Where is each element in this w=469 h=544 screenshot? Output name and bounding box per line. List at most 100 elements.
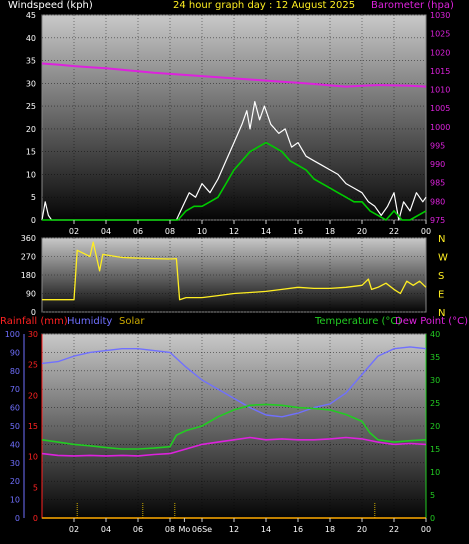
windspeed-tick-label: 40: [26, 34, 36, 43]
humidity-tick-label: 30: [10, 459, 20, 468]
compass-label: E: [438, 290, 444, 301]
windspeed-tick-label: 15: [26, 148, 36, 157]
humidity-tick-label: 50: [10, 422, 20, 431]
barometer-tick-label: 1020: [430, 48, 450, 57]
temp-panel-x-tick-label: 16: [293, 525, 303, 534]
barometer-tick-label: 985: [430, 179, 445, 188]
wind-gust-line: [41, 101, 427, 221]
wind-panel-x-tick-label: 14: [261, 227, 271, 236]
humidity-tick-label: 80: [10, 367, 20, 376]
rainfall-tick-label: 30: [28, 330, 38, 339]
compass-label: S: [438, 271, 444, 282]
wind-speed-line: [42, 141, 427, 221]
temperature-tick-label: 35: [430, 353, 440, 362]
direction-tick-label: 270: [21, 253, 36, 262]
barometer-axis-title: Barometer (hpa): [371, 0, 454, 11]
solar-label: Solar: [119, 316, 145, 327]
barometer-tick-label: 1015: [430, 67, 450, 76]
compass-label: N: [438, 308, 445, 319]
wind-panel-x-tick-label: 22: [389, 227, 399, 236]
temp-panel-x-tick-label: 02: [69, 525, 79, 534]
humidity-tick-label: 20: [10, 477, 20, 486]
rainfall-tick-label: 10: [28, 453, 38, 462]
humidity-tick-label: 70: [10, 385, 20, 394]
graph-title: 24 hour graph day : 12 August 2025: [173, 0, 356, 11]
temp-panel-x-tick-label: 08: [165, 525, 175, 534]
compass-label: W: [438, 253, 448, 264]
temp-panel-x-tick-label: 04: [101, 525, 111, 534]
windspeed-tick-label: 35: [26, 57, 36, 66]
wind-panel-x-tick-label: 18: [325, 227, 335, 236]
temp-panel-x-tick-label: 12: [229, 525, 239, 534]
temperature-tick-label: 20: [430, 422, 440, 431]
barometer-tick-label: 995: [430, 141, 445, 150]
windspeed-tick-label: 20: [26, 125, 36, 134]
temperature-tick-label: 5: [430, 491, 435, 500]
rainfall-axis-title: Rainfall (mm): [0, 316, 68, 327]
windspeed-tick-label: 30: [26, 79, 36, 88]
windspeed-tick-label: 25: [26, 102, 36, 111]
temperature-tick-label: 15: [430, 445, 440, 454]
windspeed-tick-label: 0: [31, 216, 36, 225]
wind-panel-x-tick-label: 10: [197, 227, 207, 236]
wind-panel-x-tick-label: 16: [293, 227, 303, 236]
windspeed-tick-label: 45: [26, 11, 36, 20]
direction-tick-label: 0: [31, 308, 36, 317]
humidity-tick-label: 90: [10, 348, 20, 357]
temperature-tick-label: 10: [430, 468, 440, 477]
wind-panel-x-tick-label: 12: [229, 227, 239, 236]
barometer-line: [41, 62, 427, 88]
temp-panel-x-tick-label: Mo: [179, 525, 191, 534]
rainfall-tick-label: 0: [33, 514, 38, 523]
barometer-tick-label: 1000: [430, 123, 450, 132]
barometer-tick-label: 1005: [430, 104, 450, 113]
windspeed-axis-title: Windspeed (kph): [8, 0, 93, 11]
rainfall-tick-label: 25: [28, 361, 38, 370]
wind-panel-x-tick-label: 06: [133, 227, 143, 236]
wind-panel-x-tick-label: 20: [357, 227, 367, 236]
barometer-tick-label: 975: [430, 216, 445, 225]
wind-panel-x-tick-label: 00: [421, 227, 431, 236]
temp-panel-x-tick-label: 18: [325, 525, 335, 534]
wind-direction-line: [42, 241, 427, 301]
temp-panel-x-tick-label: 22: [389, 525, 399, 534]
temp-panel-x-tick-label: 20: [357, 525, 367, 534]
temperature-tick-label: 40: [430, 330, 440, 339]
rainfall-tick-label: 5: [33, 483, 38, 492]
humidity-tick-label: 0: [15, 514, 20, 523]
barometer-tick-label: 990: [430, 160, 445, 169]
temperature-tick-label: 0: [430, 514, 435, 523]
temp-panel-x-tick-label: 06: [133, 525, 143, 534]
temperature-tick-label: 25: [430, 399, 440, 408]
windspeed-tick-label: 5: [31, 193, 36, 202]
temp-panel-x-tick-label: 00: [421, 525, 431, 534]
direction-tick-label: 360: [21, 234, 36, 243]
compass-label: N: [438, 234, 445, 245]
barometer-tick-label: 980: [430, 197, 445, 206]
temperature-axis-title: Temperature (°C): [315, 316, 402, 327]
humidity-tick-label: 10: [10, 496, 20, 505]
barometer-tick-label: 1030: [430, 11, 450, 20]
temp-panel-x-tick-label: 14: [261, 525, 271, 534]
windspeed-tick-label: 10: [26, 170, 36, 179]
barometer-tick-label: 1010: [430, 86, 450, 95]
rainfall-tick-label: 15: [28, 422, 38, 431]
humidity-label: Humidity: [67, 316, 113, 327]
dew-point-label: Dew Point (°C): [395, 316, 469, 327]
rainfall-tick-label: 20: [28, 391, 38, 400]
temperature-tick-label: 30: [430, 376, 440, 385]
wind-panel-x-tick-label: 02: [69, 227, 79, 236]
humidity-line: [41, 346, 427, 418]
wind-panel-x-tick-label: 04: [101, 227, 111, 236]
direction-tick-label: 90: [26, 290, 36, 299]
humidity-tick-label: 40: [10, 440, 20, 449]
temp-panel-x-tick-label: 06Se: [192, 525, 212, 534]
wind-panel-x-tick-label: 08: [165, 227, 175, 236]
barometer-tick-label: 1025: [430, 30, 450, 39]
dew-point-line: [41, 436, 427, 457]
direction-tick-label: 180: [21, 271, 36, 280]
temperature-line: [41, 403, 427, 450]
humidity-tick-label: 60: [10, 404, 20, 413]
